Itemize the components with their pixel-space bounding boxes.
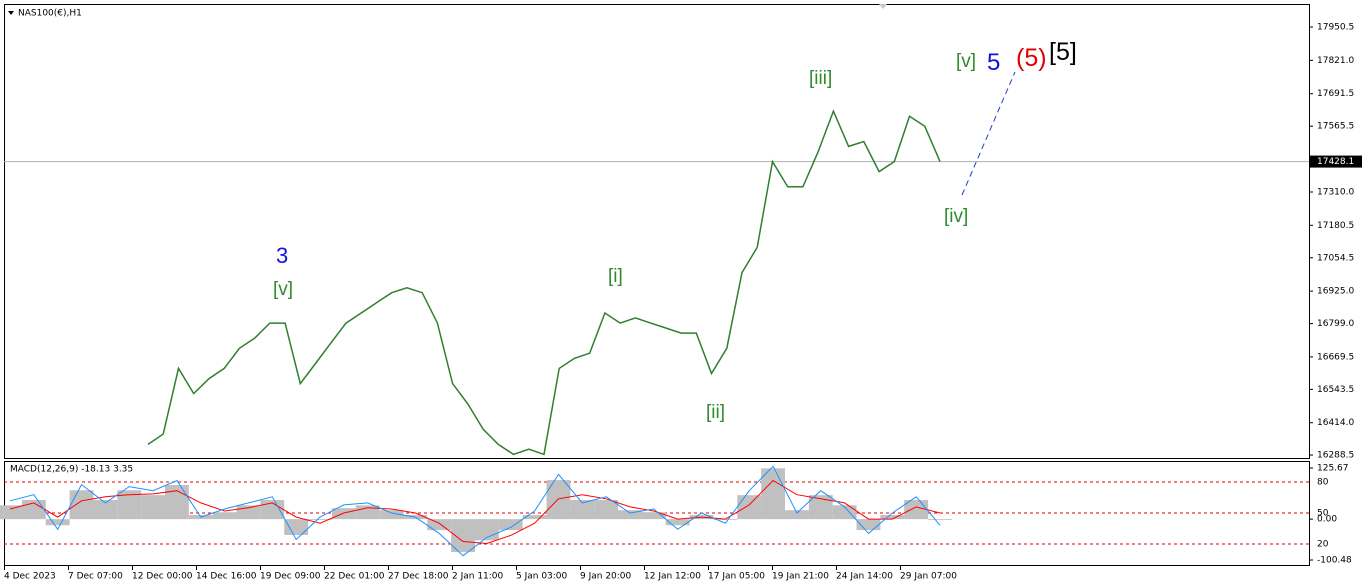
histogram-bar (522, 515, 547, 520)
x-tick-label: 27 Dec 18:00 (388, 572, 449, 582)
x-tick-label: 24 Jan 14:00 (836, 572, 893, 582)
current-price-box (1310, 155, 1362, 168)
histogram-bar (832, 505, 857, 520)
menu-arrow[interactable] (8, 11, 14, 15)
x-tick-label: 4 Dec 2023 (4, 572, 56, 582)
x-tick-label: 19 Jan 21:00 (772, 572, 829, 582)
histogram-bar (45, 519, 70, 526)
macd-line (9, 465, 941, 557)
y-tick-label: 17565.5 (1317, 122, 1354, 132)
x-tick-label: 29 Jan 07:00 (900, 572, 957, 582)
histogram-bar (546, 480, 571, 520)
histogram-bar (808, 495, 833, 520)
x-tick-label: 12 Dec 00:00 (132, 572, 193, 582)
y-tick-label: 17950.5 (1317, 23, 1354, 33)
wave-label: [i] (608, 266, 623, 287)
histogram-bar (856, 519, 881, 531)
x-tick-label: 14 Dec 16:00 (196, 572, 257, 582)
wave-label: [iv] (944, 206, 968, 227)
histogram-bar (284, 519, 309, 535)
y-tick-label: 0.00 (1317, 515, 1337, 525)
level-label: 50 (1317, 508, 1329, 518)
x-tick-label: 22 Dec 01:00 (324, 572, 385, 582)
x-tick-label: 9 Jan 20:00 (580, 572, 632, 582)
y-tick-label: 17310.0 (1317, 187, 1354, 197)
wave-label: [iii] (809, 68, 832, 89)
level-label: 20 (1317, 539, 1329, 549)
histogram-bar (69, 490, 94, 520)
y-tick-label: 16543.5 (1317, 385, 1354, 395)
histogram-bar (331, 508, 356, 520)
histogram-bar (785, 510, 809, 520)
histogram-bar (737, 495, 762, 520)
price-panel (4, 4, 1310, 459)
wave-label: [5] (1049, 38, 1077, 66)
histogram-bar (618, 510, 642, 520)
y-tick-label: 17054.5 (1317, 253, 1354, 263)
histogram-bar (117, 490, 142, 520)
histogram-bar (570, 500, 595, 520)
wave-label: 3 (276, 243, 288, 268)
histogram-bar (93, 500, 118, 520)
x-tick-label: 7 Dec 07:00 (68, 572, 123, 582)
y-tick-label: 16925.0 (1317, 287, 1354, 297)
current-price-label: 17428.1 (1317, 157, 1354, 167)
chart-title: NAS100(€),H1 (18, 9, 82, 19)
y-tick-label: 17180.5 (1317, 221, 1354, 231)
level-label: 80 (1317, 477, 1329, 487)
histogram-bar (212, 512, 237, 520)
histogram-bar (260, 500, 285, 520)
histogram-bar (761, 468, 785, 520)
y-tick-label: 16414.0 (1317, 418, 1354, 428)
x-tick-label: 17 Jan 05:00 (708, 572, 765, 582)
histogram-bar (880, 515, 905, 520)
y-tick-label: 16669.5 (1317, 352, 1354, 362)
macd-title: MACD(12,26,9) -18.13 3.35 (10, 465, 133, 475)
shift-marker (879, 4, 887, 9)
wave-label: [ii] (706, 402, 725, 423)
wave-label: 5 (987, 49, 1000, 76)
histogram-bar (141, 495, 165, 520)
histogram-bar (0, 505, 22, 520)
histogram-bar (308, 519, 332, 520)
projection-line (961, 71, 1016, 196)
wave-label: [v] (273, 279, 293, 300)
histogram-bar (427, 519, 452, 531)
histogram-bar (451, 519, 475, 553)
x-tick-label: 5 Jan 03:00 (516, 572, 568, 582)
y-tick-label: 125.67 (1317, 464, 1349, 474)
signal-line (9, 479, 941, 545)
histogram-bar (165, 484, 189, 520)
histogram-bar (594, 500, 619, 520)
x-tick-label: 2 Jan 11:00 (452, 572, 504, 582)
x-tick-label: 12 Jan 12:00 (644, 572, 701, 582)
y-tick-label: -100.48 (1317, 555, 1352, 565)
histogram-bar (379, 510, 404, 520)
wave-label: [v] (956, 51, 976, 72)
y-tick-label: 17821.0 (1317, 56, 1354, 66)
price-line (147, 109, 941, 456)
wave-label: (5) (1016, 44, 1047, 72)
y-tick-label: 17691.5 (1317, 89, 1354, 99)
histogram-bar (665, 519, 690, 526)
histogram-bar (904, 500, 929, 520)
histogram-bar (498, 519, 523, 531)
y-tick-label: 16799.0 (1317, 319, 1354, 329)
y-tick-label: 16288.5 (1317, 451, 1354, 461)
histogram-bar (928, 519, 952, 520)
histogram-bar (641, 512, 666, 520)
x-tick-label: 19 Dec 09:00 (260, 572, 321, 582)
